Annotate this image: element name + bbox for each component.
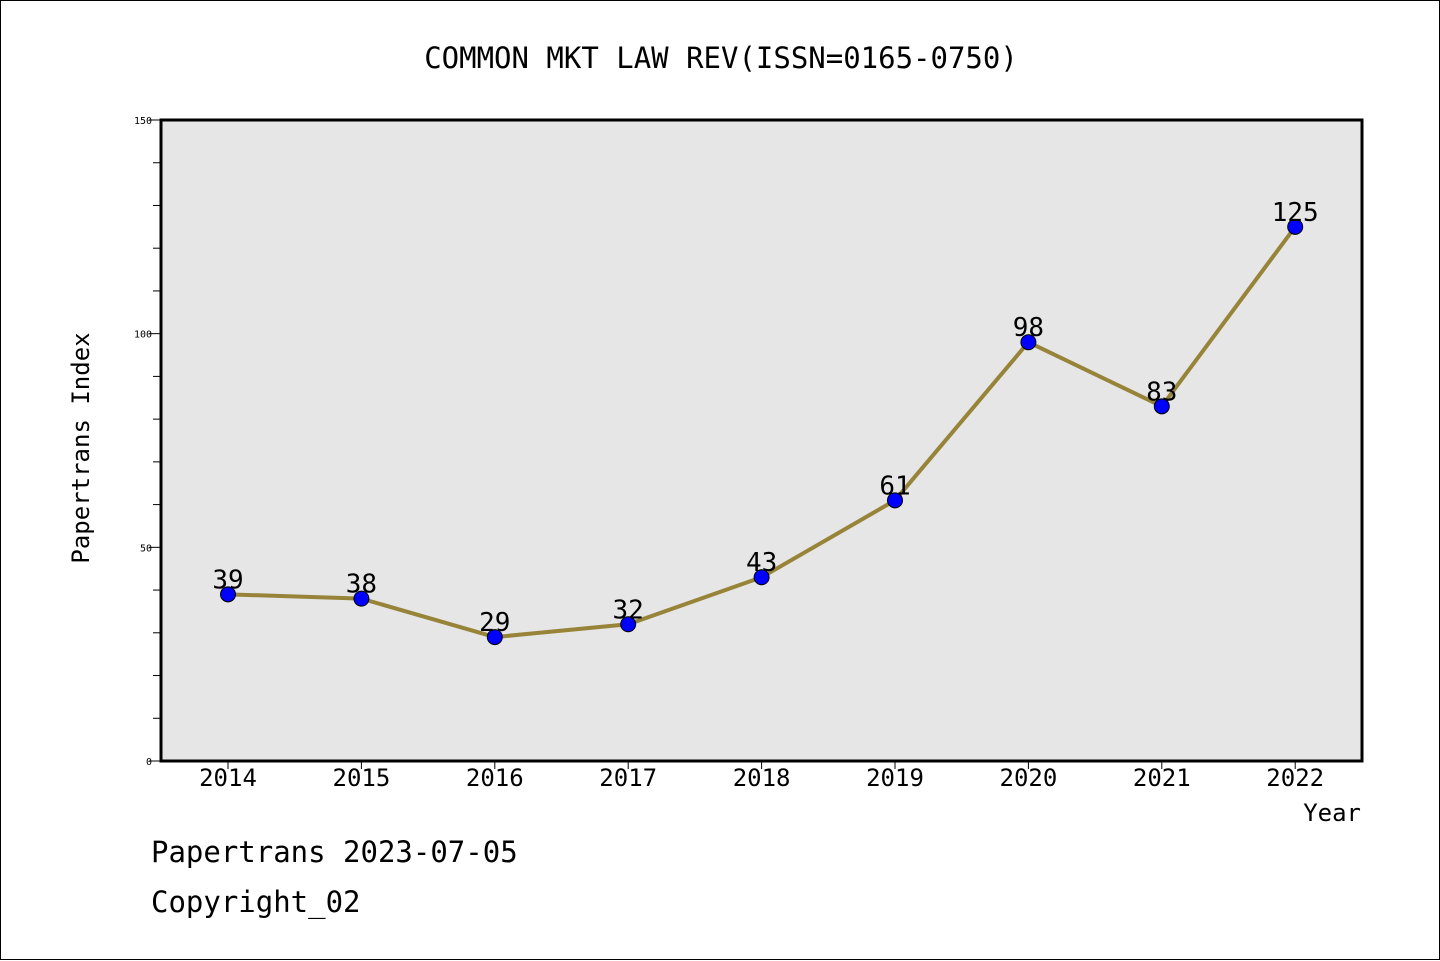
y-tick-label: 150 — [134, 116, 152, 127]
data-point — [1287, 218, 1304, 235]
data-label: 83 — [1146, 377, 1177, 407]
y-axis-title: Papertrans Index — [67, 332, 95, 563]
x-tick-label: 2014 — [199, 764, 257, 792]
data-label: 125 — [1272, 198, 1319, 228]
x-tick-label: 2022 — [1266, 764, 1324, 792]
x-tick-label: 2015 — [333, 764, 391, 792]
data-point — [753, 569, 770, 586]
data-label: 39 — [212, 565, 243, 595]
y-tick-label: 100 — [134, 330, 152, 341]
x-axis-title: Year — [1303, 799, 1361, 827]
footer-copyright: Copyright_02 — [151, 885, 361, 919]
x-axis: 2014 2015 2016 2017 2018 2019 2020 2021 2022 — [199, 761, 1324, 792]
x-tick-label: 2020 — [1000, 764, 1058, 792]
data-point — [1153, 398, 1170, 415]
data-point — [486, 629, 503, 646]
x-tick-label: 2021 — [1133, 764, 1191, 792]
data-label: 38 — [346, 570, 377, 600]
footer-source: Papertrans 2023-07-05 — [151, 835, 518, 869]
data-label: 29 — [479, 608, 510, 638]
series-layer: 39 38 29 32 43 61 98 83 125 — [212, 198, 1319, 646]
plot-area — [159, 118, 1364, 763]
x-tick-label: 2019 — [866, 764, 924, 792]
x-tick-label: 2017 — [599, 764, 657, 792]
y-tick-label: 50 — [140, 543, 152, 554]
data-point — [353, 590, 370, 607]
data-label: 98 — [1013, 313, 1044, 343]
data-point — [887, 492, 903, 509]
data-label: 32 — [613, 595, 644, 625]
y-axis: 0 50 100 150 — [134, 116, 161, 768]
x-tick-label: 2018 — [733, 764, 791, 792]
data-label: 43 — [746, 548, 777, 578]
data-point — [620, 616, 637, 633]
y-tick-label: 0 — [146, 757, 152, 768]
data-point — [220, 586, 236, 603]
x-tick-label: 2016 — [466, 764, 524, 792]
data-label: 61 — [879, 471, 910, 501]
chart-title: COMMON MKT LAW REV(ISSN=0165-0750) — [424, 41, 1018, 75]
data-point — [1020, 334, 1037, 351]
